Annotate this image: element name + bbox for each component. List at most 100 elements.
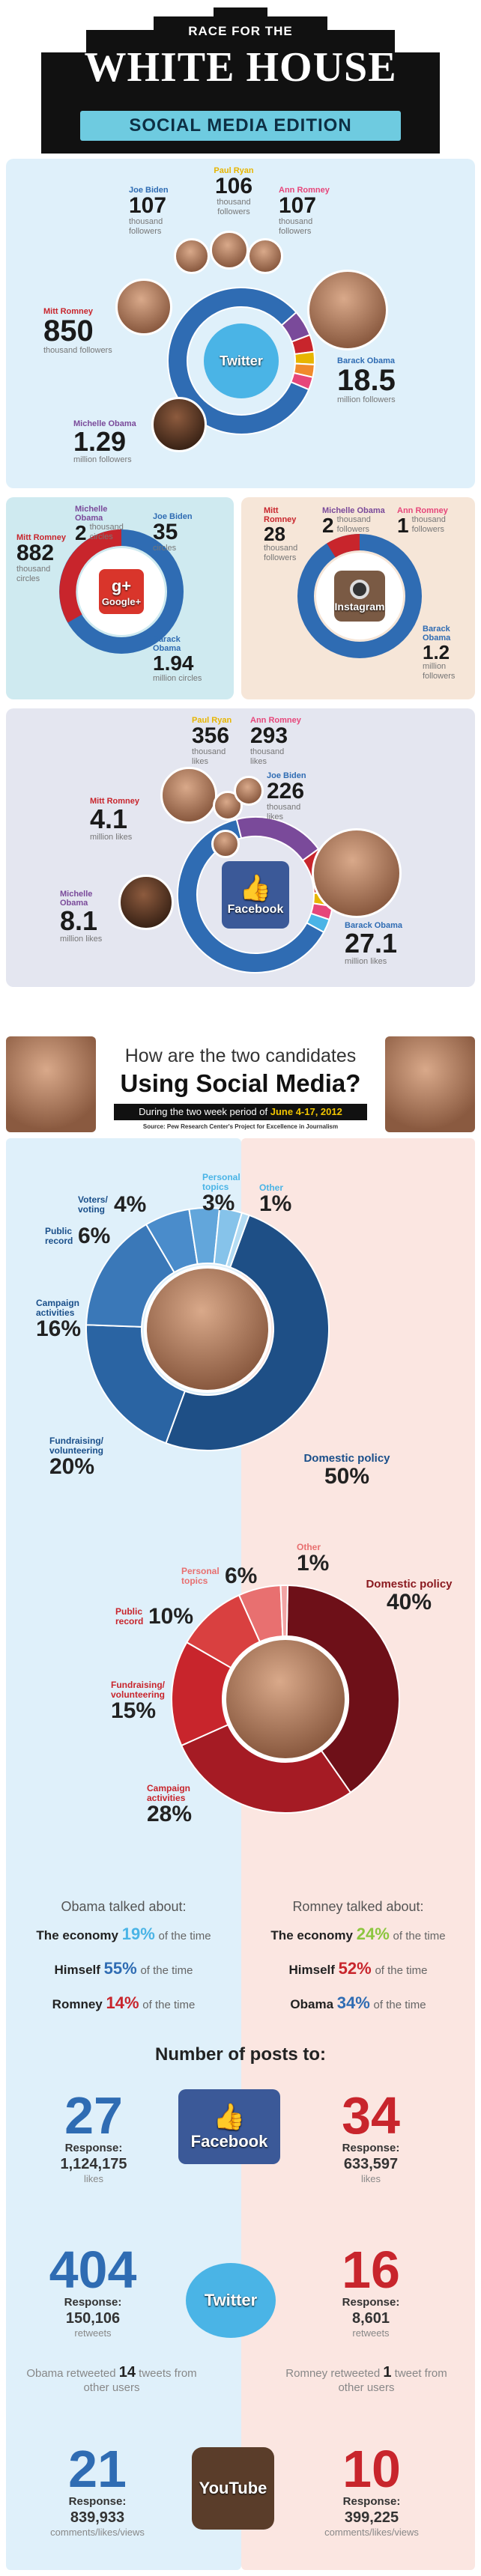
obama-talk-list: The economy 19% of the time Himself 55% … — [6, 1925, 241, 2028]
ob-personal: Personal topics 3% — [202, 1172, 262, 1215]
tw-michelle-obama-unit: million followers — [73, 455, 132, 465]
googleplus-logo: g+ Google+ — [99, 569, 144, 614]
romney-talked-title: Romney talked about: — [292, 1899, 424, 1914]
rm-domestic-label: Domestic policy — [366, 1578, 453, 1591]
tw-mitt-romney: Mitt Romney 850 thousand followers — [43, 307, 126, 356]
ig-michelle-obama: Michelle Obama 2 thousand followers — [322, 506, 394, 536]
ob-personal-label: Personal topics — [202, 1172, 240, 1193]
gp-romney-name: Mitt Romney — [16, 533, 66, 542]
tw-posts-obama-response: 150,106 — [65, 2310, 121, 2327]
tw-barack-obama: Barack Obama 18.5 million followers — [337, 356, 442, 405]
rm-other-label: Other — [297, 1542, 321, 1552]
yt-posts-logo: YouTube — [192, 2447, 274, 2530]
tw-joe-biden-name: Joe Biden — [129, 186, 169, 195]
gp-romney-value: 882 — [16, 541, 55, 566]
romney-header-photo — [385, 1036, 475, 1132]
ig-michelle-unit: thousand followers — [336, 515, 371, 534]
fb-michelle-unit: million likes — [60, 935, 103, 944]
tw-barack-obama-name: Barack Obama — [337, 356, 396, 365]
mitt-romney-photo — [115, 279, 172, 335]
fb-ann-romney-photo — [234, 776, 264, 806]
pie-slice-ann-romney — [290, 371, 314, 391]
tw-barack-obama-unit: million followers — [337, 395, 396, 405]
ig-ann-row: 1 thousand followers — [397, 515, 469, 536]
gp-biden-name: Joe Biden — [153, 512, 193, 521]
ig-romney-unit: thousand followers — [264, 544, 298, 562]
tw-paul-ryan-unit: thousand followers — [217, 198, 251, 216]
ig-ann-name: Ann Romney — [397, 506, 448, 515]
yt-posts-obama-response-label: Response: — [68, 2495, 127, 2508]
facebook-panel — [6, 708, 475, 987]
ob-fundraising: Fundraising/ volunteering 20% — [49, 1436, 132, 1478]
section2-period-bar: During the two week period of June 4-17,… — [114, 1104, 367, 1120]
pie-slice-joe-biden — [294, 350, 315, 365]
ob-campaign: Campaign activities 16% — [36, 1298, 111, 1340]
gp-barack-obama: Barack Obama 1.94 million circles — [153, 635, 220, 684]
tw-posts-romney: 16 Response: 8,601 retweets — [307, 2244, 435, 2339]
gp-obama-unit: million circles — [153, 674, 202, 684]
romney-talk-pct: 24% — [356, 1925, 390, 1943]
obama-topic-pie — [85, 1207, 330, 1451]
posts-title: Number of posts to: — [155, 2044, 326, 2065]
fb-biden-name: Joe Biden — [267, 771, 306, 780]
tw-paul-ryan: Paul Ryan 106 thousand followers — [204, 166, 264, 216]
facebook-logo: 👍 Facebook — [222, 861, 289, 929]
rm-fundraising-label: Fundraising/ volunteering — [111, 1680, 166, 1701]
fb-ryan-name: Paul Ryan — [192, 716, 232, 725]
ob-fundraising-label: Fundraising/ volunteering — [49, 1436, 104, 1456]
pie-slice-barack-obama — [177, 818, 325, 973]
ig-ann-unit: thousand followers — [411, 515, 446, 534]
ob-voters-label: Voters/ voting — [78, 1194, 108, 1215]
tw-posts-obama-unit: retweets — [74, 2327, 112, 2339]
ig-ann-romney: Ann Romney 1 thousand followers — [397, 506, 469, 536]
obama-talk-suffix: of the time — [158, 1930, 211, 1942]
tw-obama-note-b: tweets from other users — [83, 2367, 197, 2394]
romney-talk-suffix: of the time — [373, 1999, 426, 2011]
pie-slice-barack-obama — [167, 287, 310, 435]
ob-public-pct: 6% — [78, 1224, 111, 1248]
tw-posts-romney-unit: retweets — [352, 2327, 390, 2339]
fb-posts-logo: 👍 Facebook — [178, 2089, 280, 2164]
section2-period-date: June 4-17, 2012 — [270, 1106, 342, 1117]
pie-slice-michelle-obama — [235, 816, 320, 862]
fb-paul-ryan: Paul Ryan 356 thousand likes — [192, 716, 252, 766]
gp-mitt-romney: Mitt Romney 882 thousand circles — [16, 533, 76, 583]
gp-biden-value: 35 — [153, 520, 178, 545]
obama-talk-topic: Himself — [54, 1963, 100, 1977]
yt-posts-romney-unit: comments/likes/views — [324, 2527, 419, 2538]
gp-romney-unit: thousand circles — [16, 565, 51, 583]
ig-ann-value: 1 — [397, 514, 409, 538]
fb-posts-obama-response-label: Response: — [64, 2142, 123, 2154]
camera-icon — [350, 580, 369, 599]
ig-mitt-romney: Mitt Romney 28 thousand followers — [264, 506, 316, 562]
ob-campaign-label: Campaign activities — [36, 1298, 80, 1319]
tw-michelle-obama-value: 1.29 — [73, 426, 127, 458]
tw-mitt-romney-unit: thousand followers — [43, 346, 112, 356]
gp-michelle-unit: thousand circles — [89, 523, 124, 541]
gp-obama-name: Barack Obama — [153, 635, 181, 654]
yt-posts-obama-response: 839,933 — [70, 2509, 125, 2526]
pie-slice-other — [225, 1212, 250, 1269]
ob-fundraising-pct: 20% — [49, 1454, 95, 1480]
twitter-logo: Twitter — [204, 323, 279, 398]
tw-posts-obama: 404 Response: 150,106 retweets — [18, 2244, 168, 2339]
fb-joe-biden: Joe Biden 226 thousand likes — [267, 771, 327, 821]
pie-slice-domestic-policy — [165, 1214, 330, 1451]
header-kicker: RACE FOR THE — [188, 24, 293, 38]
ig-michelle-name: Michelle Obama — [322, 506, 385, 515]
fb-obama-unit: million likes — [345, 957, 387, 967]
tw-posts-obama-response-label: Response: — [64, 2296, 122, 2309]
yt-posts-obama-unit: comments/likes/views — [50, 2527, 145, 2538]
rm-personal-label: Personal topics — [181, 1565, 220, 1586]
tw-romney-retweet-note: Romney retweeted 1 tweet from other user… — [273, 2363, 460, 2395]
tw-posts-romney-response-label: Response: — [342, 2296, 400, 2309]
fb-biden-unit: thousand likes — [267, 803, 301, 821]
rm-personal-pct: 6% — [225, 1564, 258, 1588]
obama-talk-row: Himself 55% of the time — [6, 1959, 241, 1993]
tw-ann-romney-unit: thousand followers — [279, 217, 313, 236]
fb-romney-unit: million likes — [90, 833, 133, 842]
ig-romney-name: Mitt Romney — [264, 506, 297, 525]
fb-posts-romney-response-label: Response: — [342, 2142, 400, 2154]
pie-slice-joe-biden — [306, 912, 330, 934]
ig-obama-name: Barack Obama — [423, 625, 451, 643]
